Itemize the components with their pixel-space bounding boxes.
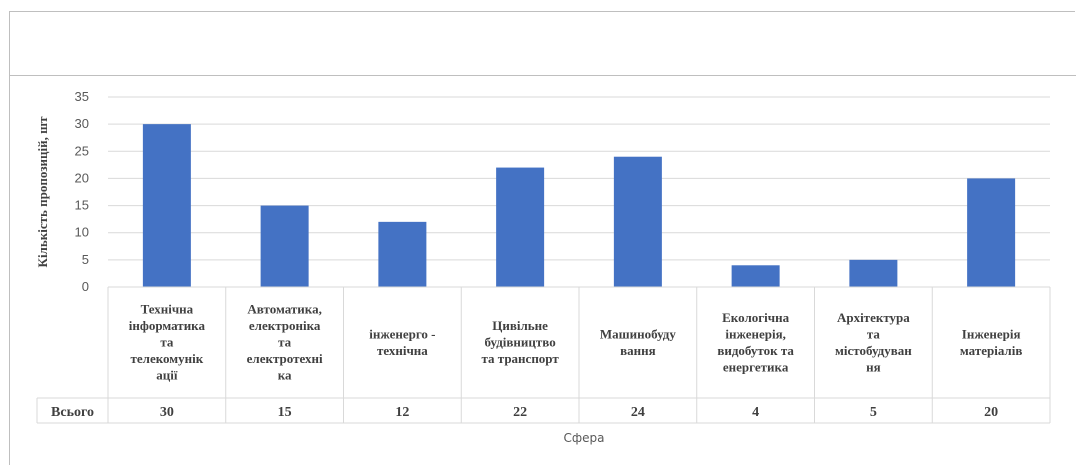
bar	[613, 156, 662, 287]
category-label: ка	[278, 368, 292, 383]
y-tick-label: 30	[75, 116, 89, 131]
category-label: електротехні	[247, 351, 323, 366]
category-label: Екологічна	[722, 310, 789, 325]
category-label: та	[867, 326, 881, 341]
table-value: 4	[752, 405, 759, 420]
category-label: ня	[866, 359, 881, 374]
category-label: Технічна	[141, 302, 194, 317]
chart-frame	[9, 11, 1075, 465]
y-tick-label: 0	[82, 279, 89, 294]
y-axis-ticks: 0 5 10 15 20 25 30 35	[75, 89, 89, 294]
table-value: 20	[984, 405, 998, 420]
category-label: ації	[156, 368, 178, 383]
bar	[967, 178, 1016, 287]
category-label: Машинобуду	[600, 326, 676, 341]
table-value: 5	[870, 405, 877, 420]
x-axis-label: Сфера	[564, 431, 605, 445]
table-value: 12	[395, 405, 409, 420]
table-value: 22	[513, 405, 527, 420]
category-label: та	[160, 335, 174, 350]
bar	[731, 265, 780, 287]
category-label: електроніка	[249, 318, 321, 333]
y-tick-label: 35	[75, 89, 89, 104]
category-label: Архітектура	[837, 310, 910, 325]
category-label: інженерія,	[725, 326, 786, 341]
y-tick-label: 20	[75, 170, 89, 185]
gridlines	[108, 96, 1050, 288]
y-tick-label: 15	[75, 198, 89, 213]
y-tick-label: 10	[75, 225, 89, 240]
category-label: видобуток та	[717, 343, 794, 358]
category-label: технічна	[377, 343, 428, 358]
category-label: містобудуван	[835, 343, 912, 358]
category-label: енергетика	[723, 359, 789, 374]
chart-top-border	[9, 75, 1076, 76]
data-table: Технічнаінформатикатателекомунікації30Ав…	[36, 286, 1051, 424]
bar	[260, 205, 309, 287]
category-label: будівництво	[485, 335, 556, 350]
category-label: та транспорт	[481, 351, 559, 366]
bar	[496, 167, 545, 287]
category-label: Інженерія	[962, 326, 1021, 341]
y-axis-label: Кількість пропозицій, шт	[35, 116, 50, 268]
y-tick-label: 5	[82, 252, 89, 267]
category-label: матеріалів	[960, 343, 1022, 358]
bar	[142, 124, 191, 288]
category-label: інформатика	[129, 318, 206, 333]
category-label: Автоматика,	[247, 302, 321, 317]
bars	[142, 124, 1016, 288]
category-label: вання	[620, 343, 656, 358]
category-label: телекомунік	[131, 351, 204, 366]
bar	[849, 259, 898, 287]
category-label: та	[278, 335, 292, 350]
table-row-label: Всього	[51, 405, 94, 420]
table-value: 15	[278, 405, 292, 420]
table-value: 30	[160, 405, 174, 420]
category-label: Цивільне	[492, 318, 548, 333]
y-tick-label: 25	[75, 143, 89, 158]
bar	[378, 221, 427, 287]
category-label: інженерго -	[369, 326, 435, 341]
table-value: 24	[631, 405, 645, 420]
